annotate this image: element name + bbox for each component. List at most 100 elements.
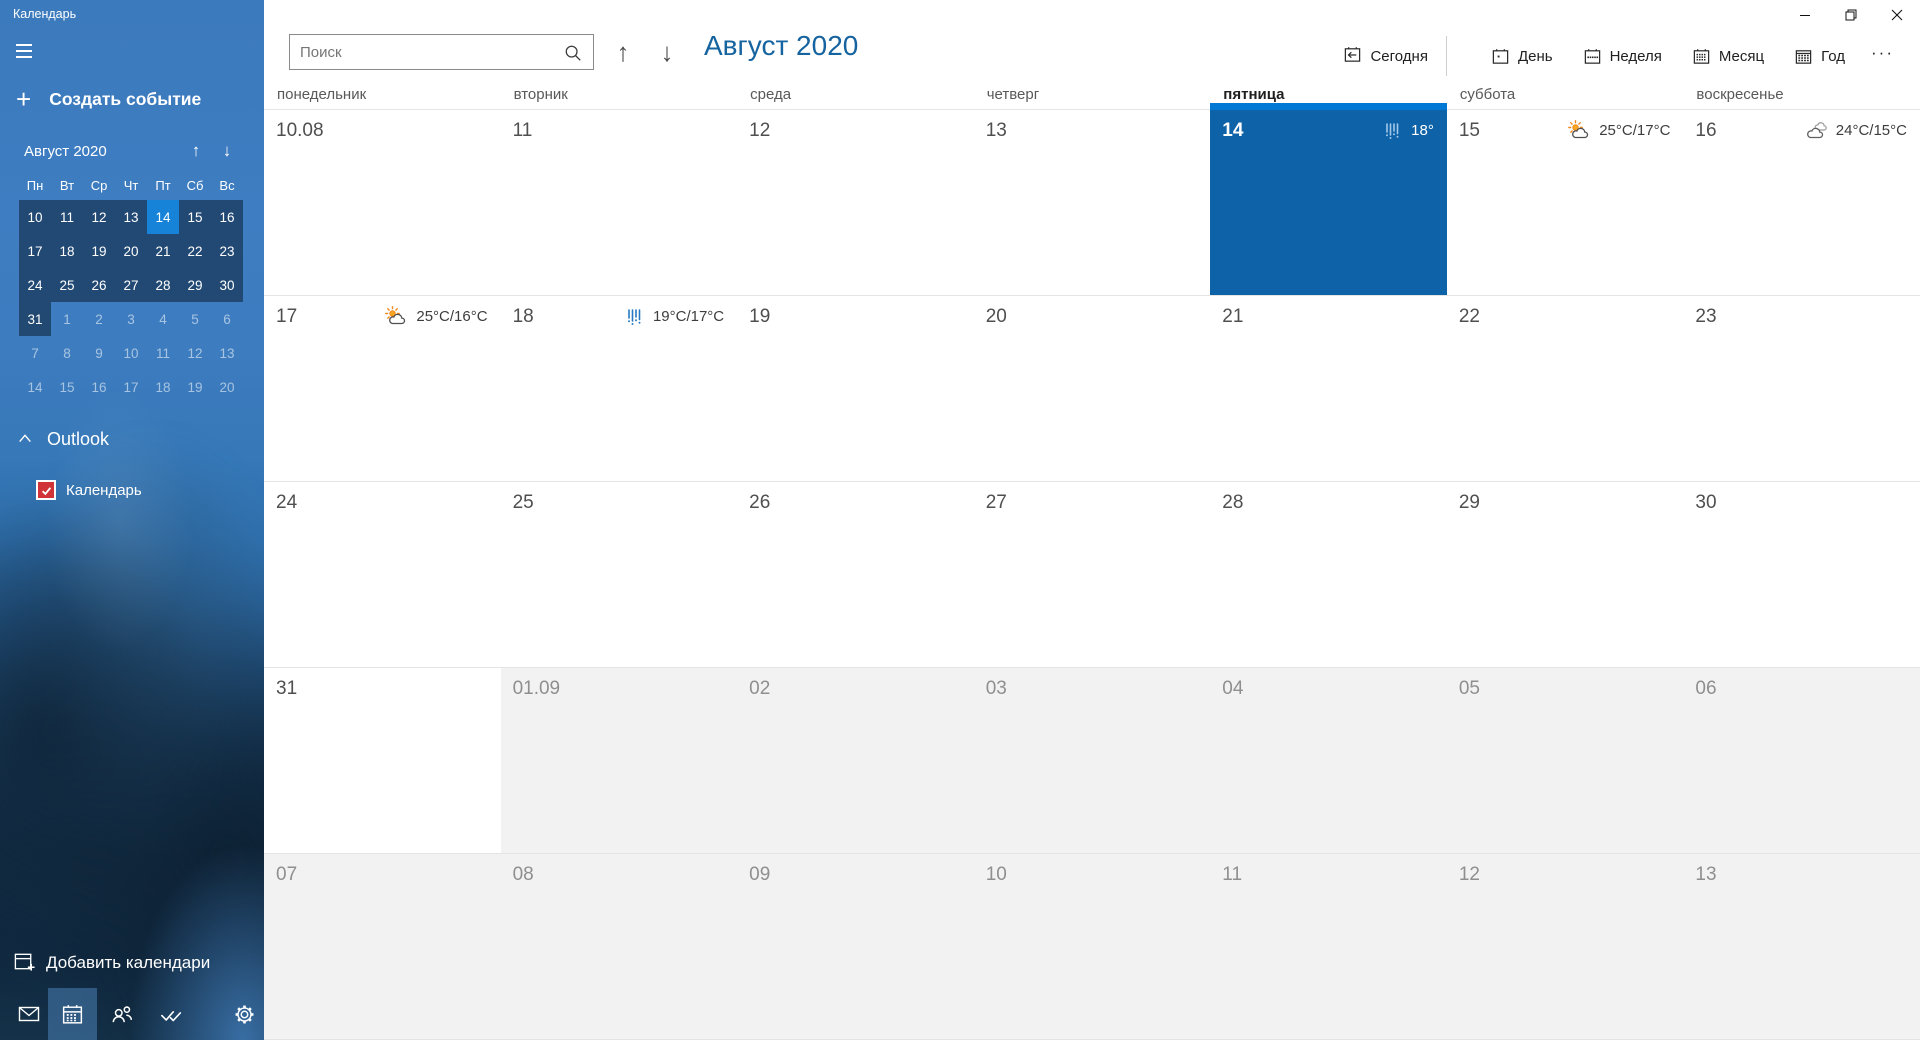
nav-mail-button[interactable] [8,988,50,1040]
mini-day-cell[interactable]: 7 [31,345,39,361]
mini-day-cell[interactable]: 10 [123,345,139,361]
mini-day-cell[interactable]: 22 [179,234,211,268]
more-options-button[interactable]: ··· [1871,43,1894,69]
day-cell[interactable]: 25 [500,482,738,668]
hamburger-menu-button[interactable] [10,38,44,66]
day-cell[interactable]: 31 [264,668,501,854]
mini-day-cell[interactable]: 15 [59,379,75,395]
day-cell[interactable]: 19 [737,296,974,482]
mini-day-cell[interactable]: 11 [51,200,83,234]
mini-day-cell[interactable]: 8 [63,345,71,361]
calendar-checkbox[interactable] [36,480,56,500]
mini-day-cell[interactable]: 1 [63,311,71,327]
view-week-button[interactable]: Неделя [1581,41,1664,72]
day-cell[interactable]: 02 [737,668,974,854]
close-button[interactable] [1874,0,1920,30]
day-cell[interactable]: 10 [973,854,1211,1040]
day-cell[interactable]: 16 24°C/15°C [1683,110,1920,296]
day-cell[interactable]: 09 [737,854,974,1040]
day-cell[interactable]: 12 [737,110,974,296]
day-cell[interactable]: 03 [973,668,1211,854]
day-cell[interactable]: 29 [1446,482,1684,668]
mini-day-cell[interactable]: 28 [147,268,179,302]
view-day-button[interactable]: День [1489,41,1555,72]
search-input[interactable] [290,35,551,69]
mini-day-cell[interactable]: 11 [155,345,170,361]
next-month-button[interactable]: ↓ [648,32,686,72]
day-cell[interactable]: 12 [1446,854,1684,1040]
nav-settings-button[interactable] [223,988,264,1040]
day-cell[interactable]: 11 [1210,854,1447,1040]
mini-day-cell[interactable]: 12 [83,200,115,234]
add-calendars-button[interactable]: Добавить календари [13,950,210,976]
nav-tasks-button[interactable] [149,988,191,1040]
calendar-list-item[interactable]: Календарь [36,480,142,500]
mini-day-cell[interactable]: 3 [127,311,135,327]
mini-day-cell[interactable]: 10 [19,200,51,234]
mini-day-cell[interactable]: 31 [19,302,51,336]
mini-day-cell[interactable]: 14 [27,379,43,395]
day-cell[interactable]: 26 [737,482,974,668]
mini-day-cell[interactable]: 27 [115,268,147,302]
mini-day-cell[interactable]: 20 [115,234,147,268]
day-cell[interactable]: 07 [264,854,501,1040]
mini-day-cell[interactable]: 26 [83,268,115,302]
day-cell[interactable]: 28 [1210,482,1447,668]
mini-day-cell[interactable]: 9 [95,345,103,361]
mini-day-cell[interactable]: 19 [83,234,115,268]
mini-day-cell[interactable]: 4 [159,311,167,327]
view-year-button[interactable]: Год [1792,41,1847,72]
day-cell[interactable]: 08 [500,854,738,1040]
day-cell[interactable]: 13 [1683,854,1920,1040]
previous-month-button[interactable]: ↑ [604,32,642,72]
outlook-account-group[interactable]: Outlook [17,429,109,450]
mini-day-cell[interactable]: 6 [223,311,231,327]
today-button[interactable]: Сегодня [1341,39,1430,74]
mini-day-cell[interactable]: 24 [19,268,51,302]
day-cell[interactable]: 27 [973,482,1211,668]
day-cell[interactable]: 05 [1446,668,1684,854]
restore-button[interactable] [1828,0,1874,30]
mini-day-cell[interactable]: 19 [187,379,203,395]
mini-day-cell[interactable]: 16 [91,379,107,395]
mini-day-cell[interactable]: 13 [115,200,147,234]
day-cell[interactable]: 21 [1210,296,1447,482]
day-cell[interactable]: 22 [1446,296,1684,482]
mini-day-cell[interactable]: 18 [51,234,83,268]
mini-day-cell[interactable]: 2 [95,311,103,327]
day-cell[interactable]: 15 25°C/17°C [1446,110,1684,296]
create-event-button[interactable]: + Создать событие [16,86,201,112]
day-cell[interactable]: 11 [500,110,738,296]
day-cell[interactable]: 23 [1683,296,1920,482]
view-month-button[interactable]: Месяц [1690,41,1766,72]
mini-day-cell[interactable]: 17 [19,234,51,268]
mini-day-cell[interactable]: 12 [187,345,203,361]
day-cell[interactable]: 13 [973,110,1211,296]
mini-day-cell[interactable]: 20 [219,379,235,395]
day-cell[interactable]: 20 [973,296,1211,482]
day-cell[interactable]: 30 [1683,482,1920,668]
mini-calendar-next-button[interactable]: ↓ [214,138,240,164]
day-cell[interactable]: 24 [264,482,501,668]
day-cell[interactable]: 01.09 [500,668,738,854]
mini-calendar-prev-button[interactable]: ↑ [183,138,209,164]
search-button[interactable] [551,35,593,69]
day-cell[interactable]: 14 18° [1210,110,1447,296]
mini-day-cell[interactable]: 15 [179,200,211,234]
mini-day-cell[interactable]: 30 [211,268,243,302]
mini-day-cell[interactable]: 16 [211,200,243,234]
mini-day-cell[interactable]: 29 [179,268,211,302]
mini-day-cell[interactable]: 5 [191,311,199,327]
day-cell[interactable]: 06 [1683,668,1920,854]
mini-day-cell[interactable]: 17 [123,379,139,395]
mini-day-cell[interactable]: 18 [155,379,171,395]
mini-day-cell[interactable]: 25 [51,268,83,302]
mini-day-cell[interactable]: 13 [219,345,235,361]
day-cell[interactable]: 17 25°C/16°C [264,296,501,482]
nav-people-button[interactable] [101,988,143,1040]
mini-day-cell[interactable]: 14 [147,200,179,234]
nav-calendar-button[interactable] [48,988,97,1040]
mini-day-cell[interactable]: 21 [147,234,179,268]
minimize-button[interactable] [1782,0,1828,30]
mini-day-cell[interactable]: 23 [211,234,243,268]
